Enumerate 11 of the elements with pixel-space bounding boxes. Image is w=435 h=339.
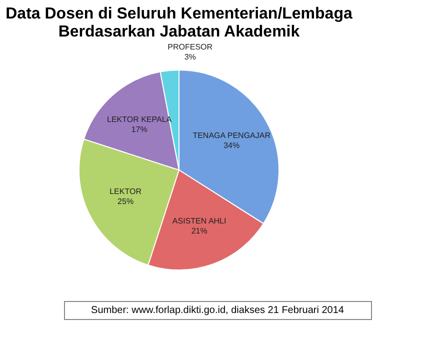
slice-label: TENAGA PENGAJAR xyxy=(192,131,271,140)
chart-title: Data Dosen di Seluruh Kementerian/Lembaga Berdasarkan Jabatan Akademik xyxy=(6,6,352,41)
data-label: 17% xyxy=(131,124,148,134)
slice-label: ASISTEN AHLI xyxy=(172,216,226,226)
data-label: 21% xyxy=(191,226,208,236)
slice-label: PROFESOR xyxy=(168,42,213,52)
slice-label: LEKTOR xyxy=(110,187,142,196)
data-label: 34% xyxy=(224,141,240,150)
text: Sumber: www.forlap.dikti.go.id, diakses 21 Februari 2014 xyxy=(90,305,345,316)
data-label: 25% xyxy=(118,197,134,206)
data-label: 3% xyxy=(184,52,196,62)
